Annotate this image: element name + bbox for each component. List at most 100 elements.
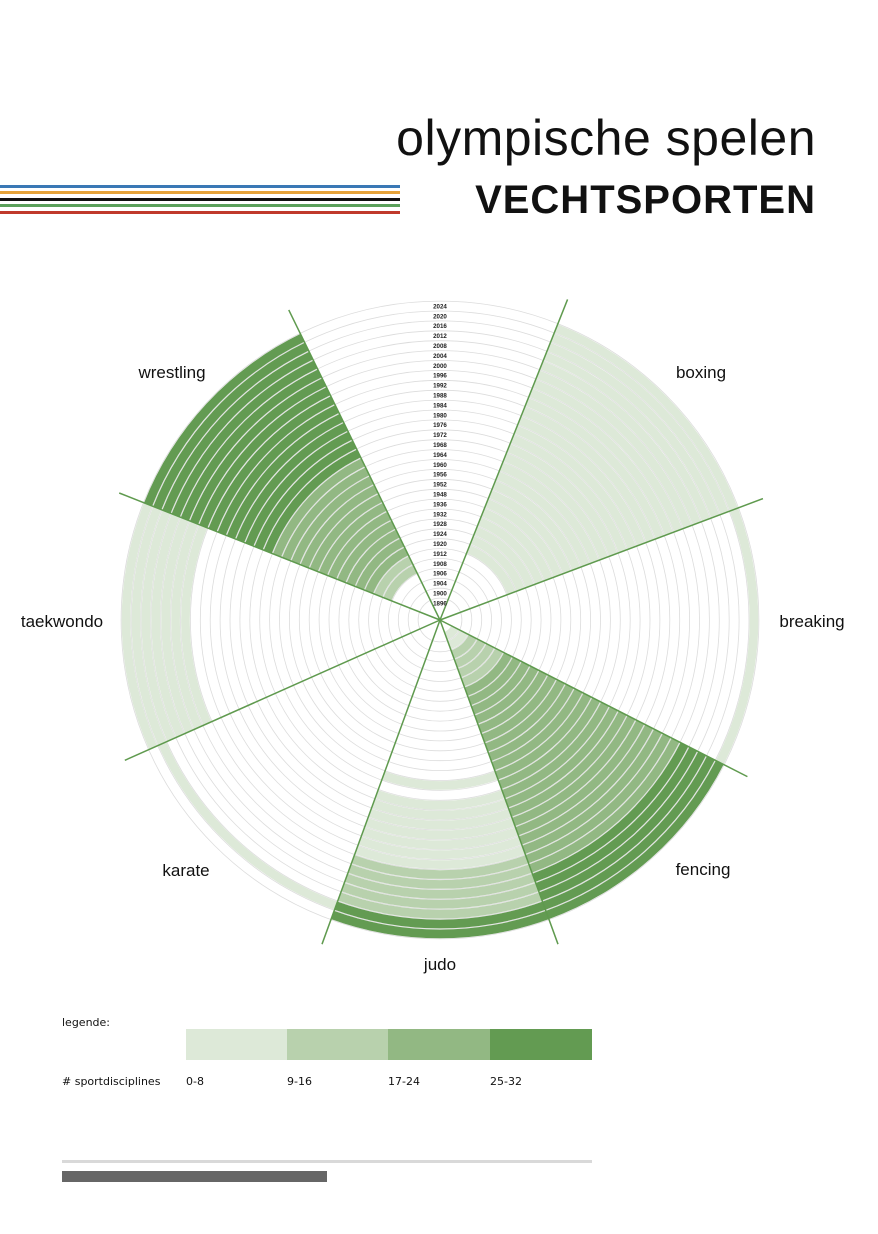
legend-range-2: 17-24 [388,1075,420,1088]
data-ring-fencing [464,652,512,696]
year-tick-label: 1924 [433,531,447,538]
data-ring-wrestling [364,547,409,594]
data-ring-boxing [521,407,655,543]
grid-ring [140,320,740,920]
year-tick-label: 2004 [433,353,447,360]
data-ring-judo [364,817,516,840]
data-ring-fencing [478,670,548,734]
data-ring-judo [334,901,546,929]
grid-ring [417,597,463,643]
data-ring-boxing [510,434,627,553]
year-tick-label: 1956 [433,472,447,479]
data-ring-fencing [457,643,495,678]
data-ring-wrestling [190,378,326,525]
category-label-judo: judo [423,955,456,974]
data-ring-fencing [444,625,459,641]
progress-track [62,1160,592,1163]
year-tick-label: 1996 [433,373,447,380]
data-ring-karate [158,741,338,910]
category-label-karate: karate [162,861,209,880]
data-ring-wrestling [318,502,387,576]
sector-divider [124,619,441,762]
data-ring-judo [351,855,529,879]
grid-ring [249,429,631,811]
year-tick-label: 1896 [433,600,447,607]
grid-ring [298,478,582,762]
page-subtitle: VECHTSPORTEN [475,178,816,222]
data-ring-boxing [517,416,646,546]
data-ring-fencing [488,684,574,761]
legend-range-0: 0-8 [186,1075,204,1088]
data-ring-boxing [492,480,581,571]
sector-divider [118,492,441,621]
data-ring-judo [354,845,526,869]
data-ring-fencing [532,742,689,882]
year-tick-label: 1936 [433,501,447,508]
data-ring-boxing [506,443,618,557]
year-tick-label: 2012 [433,333,447,340]
grid-ring [378,558,502,682]
data-ring-wrestling [282,467,370,561]
data-ring-taekwondo [141,510,176,742]
data-ring-wrestling [245,431,353,547]
category-label-wrestling: wrestling [137,363,205,382]
sector-divider [439,299,569,621]
data-ring-boxing [484,499,562,578]
data-ring-boxing [503,453,609,560]
stripe-red [0,210,400,214]
grid-ring [328,508,552,732]
progress-fill [62,1171,327,1182]
data-ring-fencing [471,661,530,715]
grid-ring [209,389,671,851]
year-tick-label: 1984 [433,402,447,409]
data-ring-boxing [495,471,590,567]
data-ring-fencing [474,666,539,724]
data-ring-wrestling [355,538,405,590]
data-ring-judo [341,883,539,909]
data-ring-wrestling [328,511,392,579]
sector-divider [439,619,748,778]
year-tick-label: 1920 [433,541,447,548]
data-ring-taekwondo [131,506,167,746]
data-ring-judo [344,873,536,899]
grid-ring [358,538,522,702]
data-ring-judo [368,808,512,830]
year-tick-label: 2000 [433,363,447,370]
year-tick-label: 1980 [433,412,447,419]
data-ring-fencing [512,715,636,827]
data-ring-boxing [470,535,525,592]
grid-ring [170,350,710,890]
grid-ring [397,577,483,663]
data-ring-wrestling [272,458,366,558]
year-tick-label: 1948 [433,491,447,498]
data-ring-fencing [461,648,504,687]
data-ring-boxing [466,545,516,595]
stripe-black [0,197,400,201]
legend-range-3: 25-32 [490,1075,522,1088]
year-tick-label: 2008 [433,343,447,350]
olympic-color-stripes [0,185,400,217]
radial-chart: 1896 1900 1904 1906 1908 1912 1920 1924 1928 1932… [21,299,845,974]
data-ring-fencing [518,724,654,845]
data-ring-wrestling [226,413,344,539]
data-ring-boxing [481,508,553,581]
year-tick-label: 2020 [433,313,447,320]
grid-ring [160,340,720,900]
data-ring-wrestling [171,360,318,517]
year-tick-label: 1906 [433,571,447,578]
grid-ring [338,518,542,722]
data-ring-wrestling [346,529,400,587]
data-ring-boxing [488,489,572,574]
category-label-fencing: fencing [676,860,731,879]
legend-range-1: 9-16 [287,1075,312,1088]
grid-ring [407,587,473,653]
data-ring-fencing [498,697,601,789]
grid-ring [150,330,730,910]
grid-ring [219,399,661,841]
legend-metric-label: # sportdisciplines [62,1075,161,1088]
data-ring-boxing [499,462,599,564]
year-tick-label: 1908 [433,561,447,568]
legend-swatch-2 [388,1029,490,1060]
year-tick-label: 2016 [433,323,447,330]
data-ring-fencing [515,720,645,836]
